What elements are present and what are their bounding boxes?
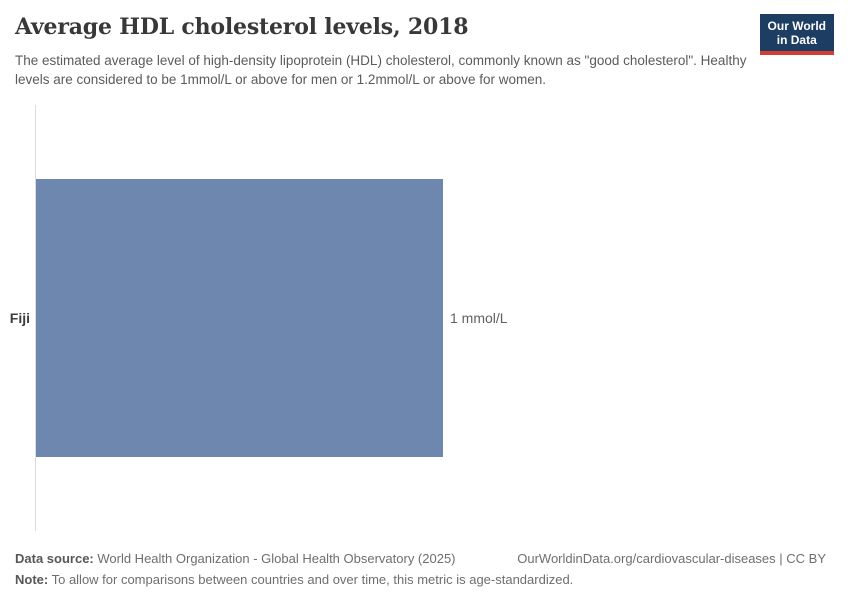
bar-entity-label: Fiji (9, 310, 30, 326)
bar-value-label: 1 mmol/L (450, 310, 508, 326)
y-axis-line (35, 105, 36, 531)
data-source-text: World Health Organization - Global Healt… (93, 551, 456, 566)
note-text: To allow for comparisons between countri… (48, 572, 574, 587)
note-label: Note: (15, 572, 49, 587)
owid-logo-line1: Our World (767, 19, 826, 33)
data-source-label: Data source: (15, 551, 94, 566)
data-source-line: Data source: World Health Organization -… (15, 548, 456, 569)
bar-track (36, 179, 443, 457)
owid-logo-line2: in Data (776, 33, 817, 47)
footer-row-note: Note: To allow for comparisons between c… (15, 569, 826, 590)
footer-row-source: Data source: World Health Organization -… (15, 548, 826, 569)
owid-url-link[interactable]: OurWorldinData.org/cardiovascular-diseas… (517, 551, 826, 566)
chart-subtitle: The estimated average level of high-dens… (15, 53, 747, 87)
page-title: Average HDL cholesterol levels, 2018 (15, 14, 469, 40)
chart-footer: Data source: World Health Organization -… (15, 548, 826, 590)
owid-logo[interactable]: Our World in Data (759, 14, 834, 55)
bar[interactable] (36, 179, 443, 457)
